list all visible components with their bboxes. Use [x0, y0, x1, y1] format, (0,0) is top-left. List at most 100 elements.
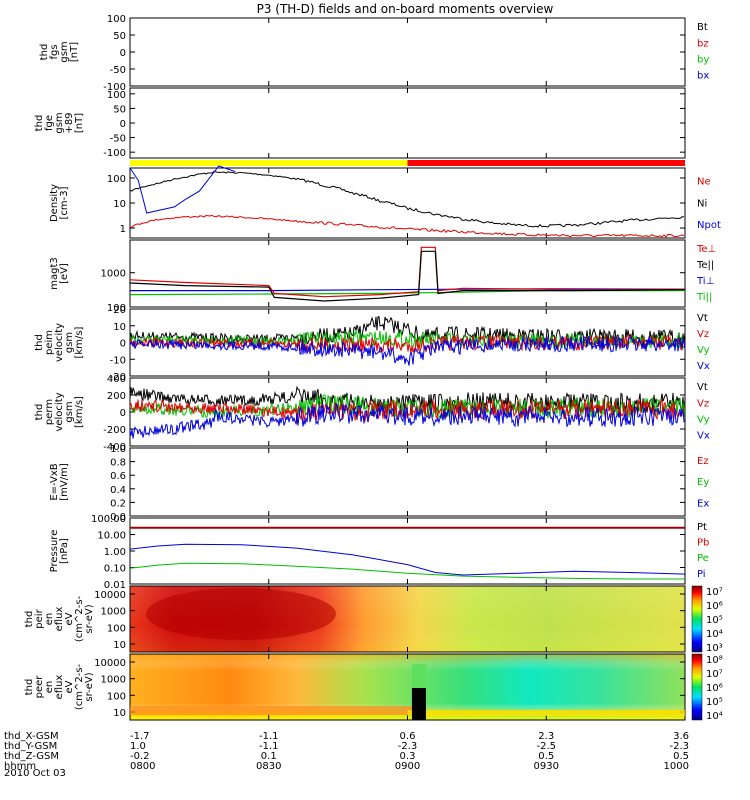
time-tick-0: 0800 — [130, 761, 155, 772]
peir-ytick-3: 10 — [113, 640, 126, 651]
vel_mom-ytick-0: 20 — [113, 305, 126, 316]
vel_perm-ylabel-2: velocity — [54, 392, 65, 431]
peer-data-gap — [411, 688, 426, 720]
pressure-legend-Pi: Pi — [697, 569, 706, 580]
density-ylabel-0: Density — [49, 184, 60, 222]
peir-ytick-0: 10000 — [94, 590, 126, 601]
peer-ylabel-1: peer — [34, 675, 45, 699]
ephem-value-2-3: 0.5 — [538, 751, 554, 762]
peer-colorbar — [691, 653, 703, 721]
vel_mom-ytick-2: 0 — [120, 339, 126, 350]
vel_mom-ylabel-4: [km/s] — [74, 326, 85, 358]
fge-ytick-3: -50 — [110, 134, 126, 145]
vel_mom-ylabel-1: peim — [44, 330, 55, 355]
vel_perm-ylabel-0: thd — [34, 404, 45, 421]
peer-gap-high — [411, 664, 426, 688]
fgs-ytick-3: -50 — [110, 65, 126, 76]
vel_perm-legend-Vz: Vz — [697, 398, 709, 409]
pressure-ytick-2: 1.00 — [104, 547, 126, 558]
peir-ylabel-1: peir — [34, 608, 45, 628]
ephem-value-1-2: -2.3 — [398, 741, 418, 752]
temp-frame — [129, 239, 686, 308]
ephem-value-2-2: 0.3 — [400, 751, 416, 762]
peir-ylabel-3: eflux — [54, 607, 65, 632]
fge-ylabel-0: thd — [34, 115, 45, 132]
temp-series-Te|| — [130, 250, 685, 302]
fge-ylabel-4: [nT] — [74, 113, 85, 133]
fge-frame — [129, 87, 686, 159]
fge-ylabel-1: fge — [44, 115, 55, 131]
peer-colorbar-tick-4: 10⁴ — [706, 711, 723, 722]
vel_mom-series-Vz — [130, 333, 685, 354]
vel_perm-ytick-1: 200 — [107, 391, 126, 402]
fge-ylabel-2: gsm — [54, 112, 65, 133]
fgs-legend-bz: bz — [697, 38, 709, 49]
vel_perm-ylabel-1: perm — [44, 399, 55, 425]
vel_perm-ylabel-4: [km/s] — [74, 396, 85, 428]
efield-ytick-3: 0.4 — [110, 485, 126, 496]
efield-frame — [129, 447, 686, 517]
efield-ytick-1: 0.8 — [110, 458, 126, 469]
peir-ylabel-6: sr-eV) — [84, 604, 95, 633]
fge-ytick-4: -100 — [103, 148, 126, 159]
temp-series-Ti⊥ — [130, 288, 685, 292]
peer-low-band-2 — [407, 710, 685, 716]
temp-ytick-1: 100 — [107, 303, 126, 314]
density-series-Ni — [130, 170, 685, 228]
fge-ylabel-3: +89 — [64, 112, 75, 133]
efield-ytick-0: 1.0 — [110, 444, 126, 455]
fgs-ytick-4: -100 — [103, 82, 126, 93]
temp-ylabel-1: [eV] — [59, 263, 70, 284]
peir-ylabel-4: eV — [64, 612, 75, 625]
temp-legend-Ti⊥: Ti⊥ — [696, 276, 714, 287]
ephem-value-2-4: 0.5 — [673, 751, 689, 762]
density-legend-Ni: Ni — [697, 198, 707, 209]
pressure-ylabel-0: Pressure — [49, 530, 60, 573]
density-series-Npot — [130, 165, 236, 214]
density-frame — [129, 167, 686, 239]
peer-ytick-1: 1000 — [101, 675, 126, 686]
ephem-value-0-3: 2.3 — [538, 731, 554, 742]
fgs-ytick-2: 0 — [120, 48, 126, 59]
ephem-value-2-0: -0.2 — [130, 751, 150, 762]
density-series-Ne — [130, 214, 685, 238]
peer-ylabel-2: en — [44, 681, 55, 694]
peir-colorbar-tick-2: 10⁵ — [706, 615, 723, 626]
fgs-legend-bx: bx — [697, 71, 709, 82]
fgs-ylabel-0: thd — [39, 44, 50, 61]
vel_perm-ytick-4: -400 — [103, 442, 126, 453]
vel_mom-ylabel-0: thd — [34, 334, 45, 351]
peer-ylabel-3: eflux — [54, 675, 65, 700]
ephem-value-0-4: 3.6 — [673, 731, 689, 742]
vel_mom-series-Vx — [130, 335, 685, 366]
peir-colorbar — [691, 585, 703, 653]
density-ytick-1: 10 — [113, 199, 126, 210]
peer-ytick-0: 10000 — [94, 658, 126, 669]
fgs-ytick-0: 100 — [107, 14, 126, 25]
peer-ytick-3: 10 — [113, 708, 126, 719]
pressure-series-Pe — [130, 562, 685, 580]
pressure-series-Pi — [130, 543, 685, 576]
ephem-value-2-1: 0.1 — [261, 751, 277, 762]
vel_perm-legend-Vx: Vx — [697, 431, 710, 442]
peir-ylabel-5: (cm^2-s- — [74, 595, 85, 642]
peir-ytick-2: 100 — [107, 623, 126, 634]
time-tick-1: 0830 — [256, 761, 281, 772]
pressure-ylabel-1: [nPa] — [59, 538, 70, 564]
density-legend-Npot: Npot — [697, 220, 721, 231]
density-legend-Ne: Ne — [697, 176, 711, 187]
peer-colorbar-tick-0: 10⁸ — [706, 655, 723, 666]
peir-ytick-1: 1000 — [101, 607, 126, 618]
peer-colorbar-tick-2: 10⁶ — [706, 683, 723, 694]
ephem-label-2: thd_Z-GSM — [4, 751, 59, 762]
vel_perm-ytick-2: 0 — [120, 408, 126, 419]
fge-ytick-0: 100 — [107, 90, 126, 101]
efield-ylabel-1: [mV/m] — [59, 463, 70, 501]
ephem-value-1-0: 1.0 — [130, 741, 146, 752]
fgs-frame — [129, 17, 686, 87]
pressure-legend-Pt: Pt — [697, 522, 707, 533]
ephem-label-0: thd_X-GSM — [4, 731, 59, 742]
fgs-ylabel-2: gsm — [59, 41, 70, 62]
